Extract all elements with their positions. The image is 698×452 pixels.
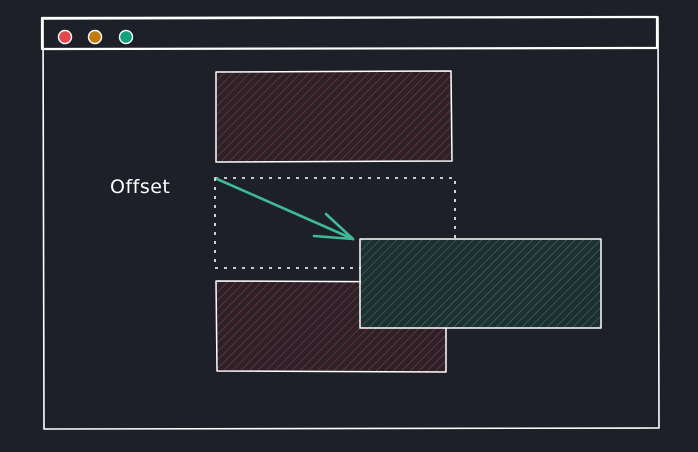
minimize-button[interactable]: [87, 29, 103, 45]
arrow-shaft: [215, 177, 355, 241]
offset-box: [359, 238, 602, 329]
original-position-outline: [214, 177, 456, 269]
top-box-fill: [217, 72, 451, 161]
window-titlebar: [40, 15, 659, 51]
offset-arrow: [215, 177, 355, 241]
arrow-head-lower: [312, 234, 355, 241]
top-box-outline: [215, 70, 453, 163]
close-button[interactable]: [57, 29, 73, 45]
offset-label: Offset: [110, 176, 170, 198]
offset-box-fill: [361, 239, 601, 328]
top-box: [215, 70, 453, 163]
maximize-button[interactable]: [118, 29, 134, 45]
browser-window: [40, 15, 660, 430]
arrow-head-upper: [324, 212, 355, 241]
offset-box-outline: [359, 238, 602, 329]
